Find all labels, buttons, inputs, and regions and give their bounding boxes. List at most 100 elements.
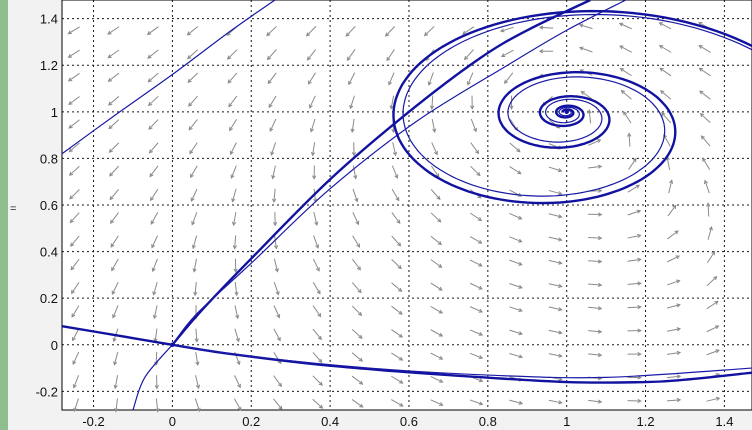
quiver-arrowhead xyxy=(109,195,114,201)
quiver-arrow xyxy=(68,26,80,35)
quiver-arrow xyxy=(660,90,672,100)
quiver-arrow xyxy=(195,351,199,366)
quiver-arrow xyxy=(509,142,521,153)
quiver-arrow xyxy=(509,352,523,358)
quiver-arrowhead xyxy=(267,79,272,85)
quiver-arrowhead xyxy=(620,89,626,95)
quiver-arrow xyxy=(391,259,402,269)
quiver-arrow xyxy=(352,258,361,271)
quiver-arrow xyxy=(234,235,237,249)
quiver-arrowhead xyxy=(190,197,195,202)
quiver-arrow xyxy=(588,110,592,124)
trajectory-6 xyxy=(172,344,752,379)
trajectories xyxy=(61,0,752,411)
quiver-arrowhead xyxy=(637,328,642,333)
quiver-arrow xyxy=(195,375,200,389)
quiver-arrow xyxy=(349,95,355,109)
quiver-arrowhead xyxy=(637,233,642,238)
quiver-arrowhead xyxy=(702,157,707,162)
quiver-arrowhead xyxy=(149,173,154,178)
quiver-arrow xyxy=(68,96,80,105)
quiver-arrowhead xyxy=(112,337,117,343)
quiver-arrow xyxy=(345,26,356,37)
quiver-arrow xyxy=(707,203,710,217)
quiver-arrow xyxy=(307,49,317,61)
quiver-arrow xyxy=(588,306,602,310)
quiver-arrowhead xyxy=(107,77,113,82)
equilibrium-point xyxy=(564,109,569,115)
quiver-arrow xyxy=(623,111,632,124)
quiver-arrowhead xyxy=(318,381,323,386)
quiver-arrowhead xyxy=(429,105,435,110)
quiver-arrow xyxy=(548,166,562,172)
quiver-arrowhead xyxy=(358,357,364,362)
quiver-arrow xyxy=(108,72,120,82)
quiver-arrowhead xyxy=(636,209,642,214)
quiver-arrowhead xyxy=(438,263,443,268)
quiver-arrow xyxy=(110,235,119,248)
quiver-arrowhead xyxy=(619,45,624,50)
quiver-arrowhead xyxy=(71,313,76,318)
quiver-arrowhead xyxy=(107,54,112,59)
x-tick-label: 0 xyxy=(169,414,176,429)
quiver-arrowhead xyxy=(699,90,704,95)
spiral-trajectory-1 xyxy=(402,13,752,197)
quiver-arrowhead xyxy=(278,382,282,388)
quiver-arrowhead xyxy=(476,171,481,177)
quiver-arrow xyxy=(190,165,198,178)
quiver-arrow xyxy=(628,133,631,147)
quiver-arrowhead xyxy=(232,245,237,250)
quiver-arrowhead xyxy=(597,306,603,311)
quiver-arrowhead xyxy=(266,55,272,61)
quiver-arrow xyxy=(150,188,159,201)
quiver-arrow xyxy=(273,351,282,364)
quiver-arrowhead xyxy=(108,125,113,130)
quiver-arrowhead xyxy=(269,127,274,133)
quiver-arrowhead xyxy=(189,150,194,155)
quiver-arrow xyxy=(666,280,680,286)
quiver-arrow xyxy=(588,165,602,169)
quiver-arrowhead xyxy=(346,56,351,62)
quiver-arrowhead xyxy=(619,68,625,72)
quiver-arrowhead xyxy=(708,226,713,231)
quiver-arrow xyxy=(273,375,282,387)
quiver-arrowhead xyxy=(310,151,316,157)
quiver-arrowhead xyxy=(112,314,117,319)
quiver-arrowhead xyxy=(558,400,563,405)
quiver-arrow xyxy=(661,112,672,124)
quiver-arrowhead xyxy=(357,311,363,317)
quiver-arrow xyxy=(107,49,120,59)
quiver-arrow xyxy=(548,353,562,357)
quiver-arrow xyxy=(588,330,602,333)
quiver-arrowhead xyxy=(558,283,563,289)
quiver-arrow xyxy=(151,235,159,248)
quiver-arrowhead xyxy=(434,150,438,156)
quiver-arrowhead xyxy=(478,331,484,336)
quiver-arrowhead xyxy=(578,46,584,51)
quiver-arrow xyxy=(430,282,443,291)
quiver-arrowhead xyxy=(191,244,196,250)
x-tick-label: 0.2 xyxy=(242,414,260,429)
quiver-arrow xyxy=(666,304,680,309)
quiver-arrow xyxy=(230,142,237,155)
quiver-arrowhead xyxy=(394,174,399,179)
quiver-arrow xyxy=(227,72,238,84)
quiver-arrow xyxy=(194,281,197,296)
trajectory-2 xyxy=(61,324,173,346)
quiver-arrowhead xyxy=(395,197,400,202)
quiver-arrowhead xyxy=(316,290,321,295)
quiver-arrowhead xyxy=(477,217,483,221)
quiver-arrow xyxy=(191,212,198,225)
quiver-arrowhead xyxy=(148,125,153,130)
quiver-arrowhead xyxy=(538,25,544,30)
quiver-arrow xyxy=(195,328,198,342)
quiver-arrowhead xyxy=(711,250,716,256)
quiver-arrow xyxy=(430,165,440,178)
quiver-arrowhead xyxy=(275,291,280,296)
quiver-arrow xyxy=(627,184,640,193)
quiver-arrowhead xyxy=(517,215,523,220)
x-tick-label: -0.2 xyxy=(82,414,104,429)
quiver-arrowhead xyxy=(432,128,437,133)
quiver-arrow xyxy=(469,259,483,267)
quiver-arrow xyxy=(68,72,80,82)
